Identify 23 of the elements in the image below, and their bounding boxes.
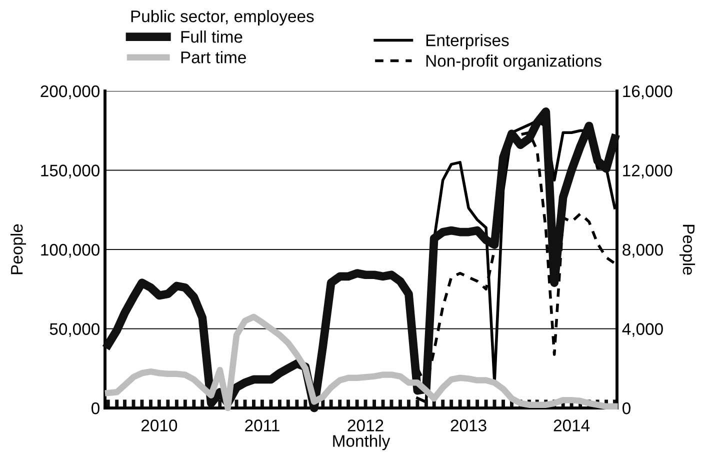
y2-axis-title: People	[680, 224, 696, 275]
y-axis-title: People	[10, 224, 26, 274]
legend-label: Full time	[181, 30, 242, 43]
x-tick-label: 2014	[554, 420, 590, 432]
legend-label: Part time	[181, 51, 246, 64]
y-tick-label: 50,000	[50, 323, 100, 337]
legend-label: Enterprises	[426, 34, 509, 50]
x-tick-label: 2012	[348, 420, 384, 432]
y-tick-label: 100,000	[41, 244, 100, 258]
y2-tick-label: 16,000	[623, 85, 672, 100]
y2-tick-label: 12,000	[623, 164, 672, 178]
legend-label: Non-profit organizations	[426, 54, 602, 70]
y2-tick-label: 4,000	[622, 323, 663, 337]
x-tick-label: 2011	[245, 420, 280, 432]
x-axis-title: Monthly	[333, 434, 390, 450]
x-tick-label: 2013	[450, 420, 486, 432]
y-tick-label: 200,000	[40, 85, 100, 100]
legend-title: Public sector, employees	[131, 10, 314, 26]
y2-tick-label: 0	[622, 402, 630, 414]
x-tick-label: 2010	[141, 420, 178, 432]
y2-tick-label: 8,000	[622, 244, 663, 258]
y-tick-label: 0	[92, 402, 100, 414]
y-tick-label: 150,000	[41, 164, 100, 178]
